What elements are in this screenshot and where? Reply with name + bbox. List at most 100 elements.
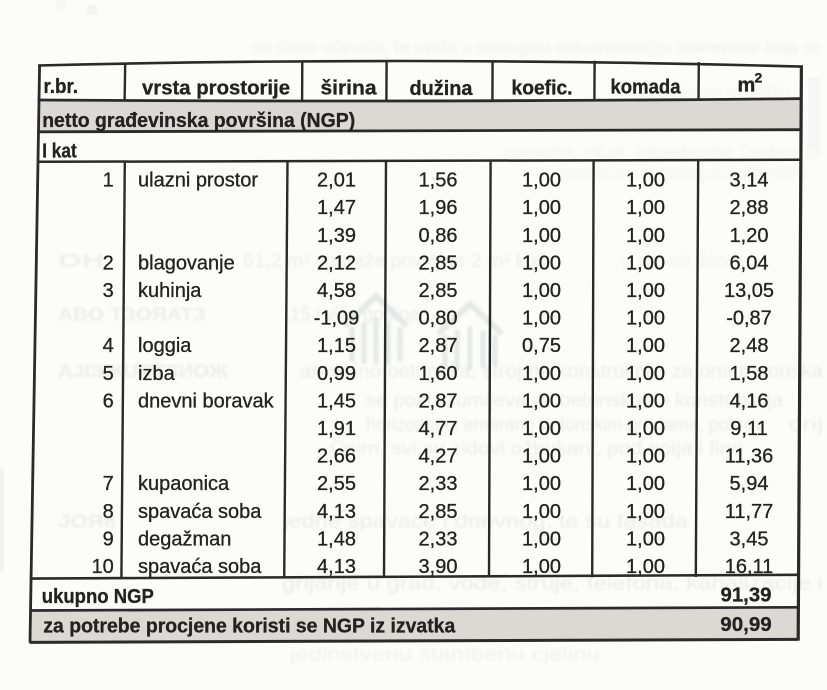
svg-text:1,15: 1,15 bbox=[317, 335, 356, 357]
svg-text:degažman: degažman bbox=[138, 528, 231, 550]
svg-text:1,00: 1,00 bbox=[626, 170, 665, 192]
svg-text:0,80: 0,80 bbox=[419, 308, 458, 330]
svg-text:2: 2 bbox=[755, 70, 763, 86]
svg-text:9: 9 bbox=[103, 528, 114, 550]
svg-text:OH: OH bbox=[58, 251, 104, 271]
svg-text:-0,87: -0,87 bbox=[726, 308, 772, 330]
svg-text:1,00: 1,00 bbox=[626, 418, 665, 440]
svg-text:3: 3 bbox=[103, 280, 114, 302]
svg-text:procjene vrijedn: procjene vrijedn bbox=[640, 82, 790, 101]
svg-text:0,75: 0,75 bbox=[522, 335, 561, 357]
svg-text:0,99: 0,99 bbox=[317, 363, 356, 385]
svg-text:ЈOЯ8: ЈOЯ8 bbox=[58, 512, 116, 532]
svg-text:spavaća soba: spavaća soba bbox=[138, 501, 262, 523]
svg-text:1,00: 1,00 bbox=[626, 501, 665, 523]
svg-text:grijanje u građ, vode, struje,: grijanje u građ, vode, struje, telefona,… bbox=[282, 574, 823, 595]
svg-text:1,00: 1,00 bbox=[626, 197, 665, 219]
svg-text:kupaonica: kupaonica bbox=[138, 473, 230, 495]
svg-text:2,33: 2,33 bbox=[419, 473, 458, 495]
svg-text:1,48: 1,48 bbox=[317, 528, 356, 550]
svg-text:2,01: 2,01 bbox=[317, 170, 356, 192]
svg-text:11,36: 11,36 bbox=[725, 446, 774, 468]
svg-text:se podrazumijeva sa betonskom: se podrazumijeva sa betonskom i konstruk… bbox=[366, 391, 783, 412]
svg-text:1,00: 1,00 bbox=[626, 225, 665, 247]
svg-text:5: 5 bbox=[103, 363, 114, 385]
svg-text:91,39: 91,39 bbox=[721, 584, 772, 606]
svg-text:vrsta prostorije: vrsta prostorije bbox=[142, 78, 290, 100]
svg-text:ulazni prostor: ulazni prostor bbox=[138, 170, 258, 192]
svg-text:izba: izba bbox=[138, 363, 176, 385]
svg-text:ukupno NGP: ukupno NGP bbox=[42, 586, 154, 608]
svg-text:2,66: 2,66 bbox=[317, 446, 356, 468]
svg-text:1,00: 1,00 bbox=[522, 363, 561, 385]
svg-text:1,00: 1,00 bbox=[626, 473, 665, 495]
svg-text:2,85: 2,85 bbox=[419, 501, 458, 523]
svg-text:4,13: 4,13 bbox=[317, 556, 356, 578]
svg-text:2,85: 2,85 bbox=[419, 280, 458, 302]
svg-text:90,99: 90,99 bbox=[720, 614, 772, 636]
svg-text:dužina: dužina bbox=[410, 78, 474, 100]
svg-text:4,77: 4,77 bbox=[419, 418, 458, 440]
svg-text:1,00: 1,00 bbox=[626, 363, 665, 385]
svg-text:koefic.: koefic. bbox=[512, 78, 573, 100]
svg-text:13,05: 13,05 bbox=[724, 280, 774, 302]
svg-text:1,00: 1,00 bbox=[522, 197, 561, 219]
svg-text:1: 1 bbox=[103, 170, 114, 192]
svg-text:blagovanje: blagovanje bbox=[138, 252, 235, 274]
svg-text:1,00: 1,00 bbox=[626, 280, 665, 302]
svg-text:1,00: 1,00 bbox=[626, 390, 665, 412]
svg-text:širina: širina bbox=[321, 78, 378, 100]
svg-text:1,60: 1,60 bbox=[419, 363, 458, 385]
svg-text:ABO TЗOЯATЗ: ABO TЗOЯATЗ bbox=[58, 305, 206, 325]
svg-text:8: 8 bbox=[103, 501, 114, 523]
svg-text:7: 7 bbox=[103, 473, 114, 495]
svg-text:4,27: 4,27 bbox=[419, 446, 458, 468]
svg-text:na dana očevida, te uvida u do: na dana očevida, te uvida u dostupnu dok… bbox=[252, 38, 822, 59]
svg-text:1,58: 1,58 bbox=[730, 363, 769, 385]
svg-text:1,00: 1,00 bbox=[522, 225, 561, 247]
svg-text:4,13: 4,13 bbox=[317, 501, 356, 523]
svg-text:6: 6 bbox=[103, 390, 114, 412]
svg-text:2,48: 2,48 bbox=[730, 335, 769, 357]
svg-text:61,2 m² i garaže površine 2 m²: 61,2 m² i garaže površine 2 m² koji bbox=[243, 251, 545, 272]
svg-text:AJIЭЖUЯTЗИOЖ: AJIЭЖUЯTЗИOЖ bbox=[58, 362, 229, 382]
svg-text:1,00: 1,00 bbox=[626, 335, 665, 357]
svg-text:2,33: 2,33 bbox=[419, 528, 458, 550]
svg-text:1,56: 1,56 bbox=[419, 170, 458, 192]
svg-text:1,00: 1,00 bbox=[522, 528, 561, 550]
svg-text:netto građevinska površina (NG: netto građevinska površina (NGP) bbox=[42, 110, 355, 132]
svg-text:horizontalni armirano betonski: horizontalni armirano betonskim gredama,… bbox=[366, 415, 763, 436]
svg-text:spavaća soba: spavaća soba bbox=[138, 556, 262, 578]
svg-text:1,00: 1,00 bbox=[626, 446, 665, 468]
svg-text:1,39: 1,39 bbox=[317, 225, 356, 247]
svg-text:1,00: 1,00 bbox=[522, 308, 561, 330]
svg-text:armirano betonska, stropna kon: armirano betonska, stropna konstrukcija … bbox=[300, 362, 823, 383]
svg-text:3,14: 3,14 bbox=[730, 170, 769, 192]
svg-text:komada: komada bbox=[611, 77, 682, 99]
svg-text:2,88: 2,88 bbox=[730, 197, 769, 219]
svg-text:5,94: 5,94 bbox=[730, 473, 769, 495]
svg-text:4: 4 bbox=[103, 335, 114, 357]
svg-text:1,00: 1,00 bbox=[626, 308, 665, 330]
svg-text:1,00: 1,00 bbox=[522, 170, 561, 192]
svg-text:2,87: 2,87 bbox=[419, 390, 458, 412]
svg-text:10: 10 bbox=[92, 556, 114, 578]
svg-text:-1,09: -1,09 bbox=[314, 308, 360, 330]
svg-text:0,86: 0,86 bbox=[419, 225, 458, 247]
svg-text:3,45: 3,45 bbox=[730, 528, 769, 550]
svg-text:1,00: 1,00 bbox=[522, 280, 561, 302]
svg-text:u naravi dvoet: u naravi dvoet bbox=[621, 251, 744, 272]
svg-text:loggia: loggia bbox=[138, 335, 192, 357]
svg-text:dnevni boravak: dnevni boravak bbox=[138, 390, 275, 412]
svg-text:3,90: 3,90 bbox=[419, 556, 458, 578]
svg-text:kuhinja: kuhinja bbox=[138, 280, 202, 302]
svg-text:1,00: 1,00 bbox=[626, 528, 665, 550]
svg-text:1,45: 1,45 bbox=[317, 390, 356, 412]
svg-text:1,00: 1,00 bbox=[522, 418, 561, 440]
svg-text:za potrebe procjene koristi se: za potrebe procjene koristi se NGP iz iz… bbox=[43, 616, 456, 638]
svg-text:2,12: 2,12 bbox=[317, 252, 356, 274]
svg-text:1,00: 1,00 bbox=[626, 252, 665, 274]
svg-text:1,00: 1,00 bbox=[522, 473, 561, 495]
svg-text:6,04: 6,04 bbox=[730, 252, 769, 274]
svg-text:1,00: 1,00 bbox=[522, 390, 561, 412]
